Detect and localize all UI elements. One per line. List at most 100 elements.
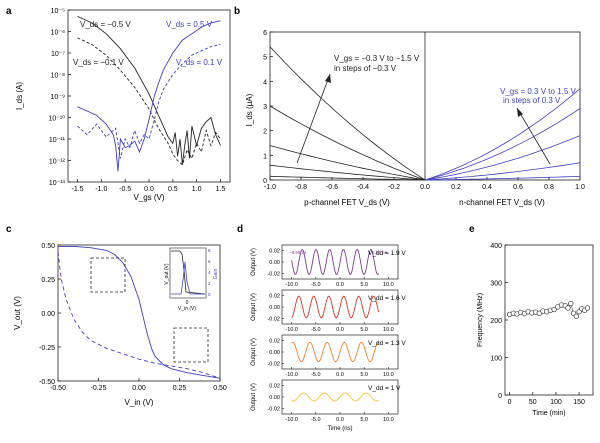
panel-e-xtick-label: 150: [573, 399, 585, 406]
panel-b-xtick-label: -0.2: [388, 184, 400, 191]
panel-a-frame: [67, 9, 231, 183]
panel-d-vdd-label: V_dd = 1.9 V: [368, 250, 406, 257]
panel-a-series-0: [77, 15, 221, 165]
panel-c-inset-rtick-label: 0: [208, 292, 211, 297]
panel-a-xtick-label: 0.5: [168, 186, 178, 193]
panel-d-ytick-label: -0.02: [267, 271, 280, 277]
panel-b-ytick-label: 3: [263, 104, 267, 111]
panel-c-xtick-label: -0.50: [50, 385, 66, 392]
panel-d-ylabel: Output (V): [251, 293, 257, 321]
panel-c-ytick-label: 0.50: [41, 243, 55, 250]
panel-d-ylabel: Output (V): [251, 383, 257, 411]
panel-b-xtick-label: -0.4: [357, 184, 369, 191]
panel-b-p-curve-1: [269, 105, 426, 181]
panel-c-xtick-label: -0.25: [91, 385, 107, 392]
panel-d-vdd-label: V_dd = 1.6 V: [368, 295, 406, 302]
panel-c-inset-xtick: 0: [186, 300, 189, 306]
panel-a-ann-vds-05: V_ds = 0.5 V: [166, 20, 213, 29]
panel-b-xtick-label: -0.6: [326, 184, 338, 191]
panel-d-xtick-label: -10.0: [285, 282, 298, 288]
panel-b: 0 1 2 3 4 5 6 -1.0 -0.8 -0.6 -0.4 -0.2 0.0 0.2 0.4 0.6…: [245, 30, 585, 207]
panel-b-ytick-label: 2: [263, 129, 267, 136]
panel-d-ytick-label: -0.02: [267, 316, 280, 322]
panel-b-xtick-label: 0.0: [420, 184, 430, 191]
panel-c-inset-rtick-label: 8: [208, 248, 211, 253]
panel-d-ytick-label: 0.00: [269, 350, 280, 356]
panel-d-trace-3: 0.02 0.00 -0.02 -10.0 -5.0 0.0 5.0 10.0 V_dd = 1…: [251, 379, 401, 423]
panel-b-n-curve-0: [424, 88, 581, 181]
panel-c-inset-xlabel: V_in (V): [178, 306, 196, 312]
panel-d-waveform: [291, 341, 379, 363]
panel-a-xtick-label: -0.5: [119, 186, 131, 193]
panel-d-xtick-label: 10.0: [383, 282, 394, 288]
panel-a-ytick-label: 10⁻⁵: [51, 8, 65, 15]
panel-c-ytick-label: 0.25: [41, 277, 55, 284]
panel-a-ytick-label: 10⁻¹²: [49, 159, 66, 166]
panel-b-ann-n-2: in steps of 0.3 V: [503, 96, 561, 105]
panel-a: 10⁻¹³ 10⁻¹² 10⁻¹¹ 10⁻¹⁰ 10⁻⁹ 10⁻⁸ 10⁻⁷ 10⁻⁶ 10⁻⁵…: [15, 8, 231, 202]
panel-d-ytick-label: 0.02: [269, 249, 280, 255]
panel-a-series-1: [77, 37, 221, 166]
panel-d-xtick-label: 5.0: [360, 327, 368, 333]
panel-d-xtick-label: 5.0: [360, 417, 368, 423]
panel-b-p-curve-3: [269, 164, 426, 181]
panel-d-xtick-label: 0.0: [336, 417, 344, 423]
panel-c-inset-ylabel-right: Gain: [213, 269, 219, 280]
panel-b-ytick-label: 1: [263, 153, 267, 160]
panel-b-n-curve-3: [424, 162, 581, 181]
panel-c-inset-frame: [169, 247, 207, 299]
panel-b-xtick-label: -0.8: [295, 184, 307, 191]
panel-b-xtick-label: -1.0: [264, 184, 276, 191]
panel-a-ytick-label: 10⁻⁶: [51, 30, 65, 37]
panel-b-ann-p-1: V_gs = −0.3 V to −1.5 V: [334, 54, 420, 63]
panel-d-ytick-label: -0.02: [267, 406, 280, 412]
panel-a-xtick-label: 0.0: [144, 186, 154, 193]
panel-d-ytick-label: 0.00: [269, 395, 280, 401]
panel-d-xtick-label: 5.0: [360, 372, 368, 378]
panel-a-xlabel: V_gs (V): [133, 193, 164, 202]
panel-b-n-curve-2: [424, 135, 581, 181]
panel-b-xtick-label: 0.2: [451, 184, 461, 191]
panel-d-ylabel: Output (V): [251, 248, 257, 276]
panel-e-point: [573, 313, 579, 319]
panel-c-ytick-label: -0.25: [39, 345, 55, 352]
panel-c-inset: 0 V_in (V) V_out (V) Gain 0 2 4 6 8: [164, 247, 219, 312]
panel-a-xtick-label: 1.0: [192, 186, 202, 193]
panel-e-ytick-label: 400: [490, 243, 502, 250]
panel-d-xtick-label: 0.0: [336, 282, 344, 288]
panel-d-trace-1: 0.02 0.00 -0.02 -10.0 -5.0 0.0 5.0 10.0 V_dd = 1…: [251, 289, 406, 333]
panel-e-point: [536, 310, 542, 316]
panel-d-xtick-label: -5.0: [311, 372, 320, 378]
panel-a-series-2: [77, 20, 221, 172]
panel-e-ylabel: Frequency (MHz): [477, 293, 484, 347]
panel-d-ytick-label: 0.00: [269, 260, 280, 266]
panel-e-point: [551, 306, 557, 313]
panel-b-xlabel-n: n-channel FET V_ds (V): [459, 198, 545, 207]
panel-c-zoom-box-right: [173, 327, 209, 363]
panel-a-ytick-label: 10⁻⁷: [51, 51, 65, 58]
panel-c-xtick-label: 0.25: [173, 385, 187, 392]
panel-b-xlabel-p: p-channel FET V_ds (V): [304, 198, 390, 207]
panel-c-inset-rtick-label: 4: [208, 270, 211, 275]
panel-d-ytick-label: -0.02: [267, 361, 280, 367]
panel-d-trace-2: 0.02 0.00 -0.02 -10.0 -5.0 0.0 5.0 10.0 V_dd = 1…: [251, 334, 406, 378]
panel-a-ytick-label: 10⁻⁸: [51, 73, 65, 80]
panel-d-ytick-label: 0.02: [269, 339, 280, 345]
panel-d-xtick-label: 10.0: [383, 417, 394, 423]
panel-e-ytick-label: 100: [490, 356, 502, 363]
panel-d-waveform: [291, 392, 379, 402]
panel-a-ytick-label: 10⁻¹¹: [49, 137, 66, 144]
panel-a-series-3: [77, 43, 221, 159]
panel-d-vdd-label: V_dd = 1.3 V: [368, 340, 406, 347]
panel-e: 0 100 200 300 400 0 50 100 150 Time (min) Frequ…: [477, 243, 594, 417]
panel-d-ytick-label: 0.00: [269, 305, 280, 311]
panel-e-point: [584, 305, 591, 311]
panel-c: -0.50 -0.25 0.00 0.25 0.50 -0.50 -0.25 0.00 0.2…: [13, 243, 227, 407]
panel-c-ylabel: V_out (V): [13, 296, 22, 330]
panel-b-n-curve-4: [424, 175, 581, 181]
panel-d-trace-0: 0.02 0.00 -0.02 -10.0 -5.0 0.0 5.0 10.0 V_dd = 1…: [251, 244, 406, 288]
panel-d-xtick-label: 0.0: [336, 372, 344, 378]
panel-b-ytick-label: 4: [263, 79, 267, 86]
panel-label-a: a: [6, 6, 12, 17]
panel-d-xtick-label: 5.0: [360, 282, 368, 288]
